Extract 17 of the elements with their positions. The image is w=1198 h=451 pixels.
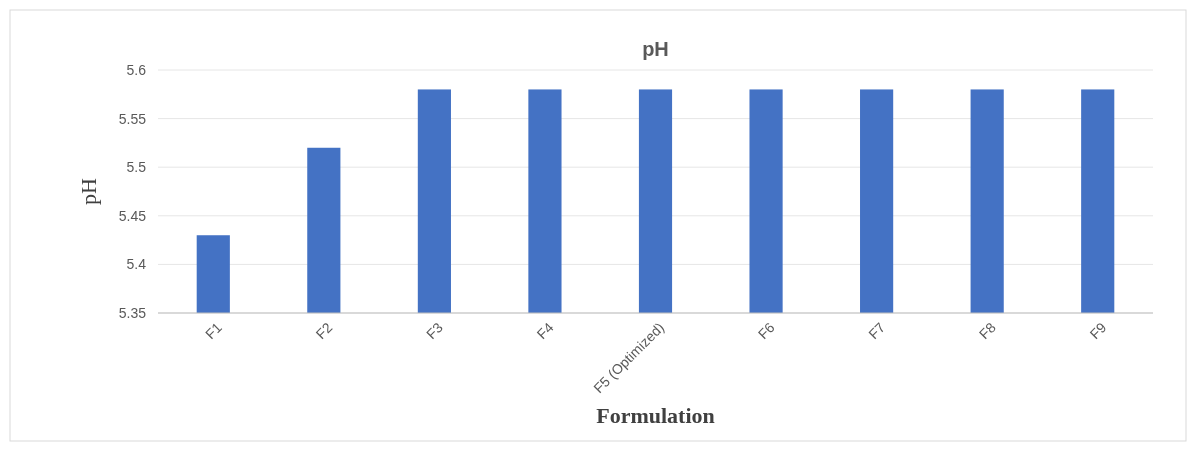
x-tick-label: F4 (533, 319, 557, 343)
x-tick-label: F2 (312, 319, 336, 343)
y-tick-label: 5.6 (126, 61, 147, 78)
x-axis-title: Formulation (596, 403, 715, 428)
x-tick-label: F1 (201, 319, 226, 343)
y-tick-label: 5.35 (118, 304, 147, 321)
chart-title: pH (642, 38, 669, 60)
x-tick-label: F7 (865, 319, 889, 343)
y-tick-label: 5.4 (126, 256, 147, 273)
x-tick-label: F3 (423, 319, 447, 343)
y-axis-title: pH (76, 177, 101, 205)
y-tick-label: 5.5 (126, 159, 147, 176)
x-tick-label: F9 (1086, 319, 1110, 343)
y-tick-label: 5.55 (118, 110, 147, 127)
x-tick-label: F6 (754, 319, 778, 343)
y-tick-label: 5.45 (118, 207, 147, 224)
x-tick-label: F8 (975, 319, 999, 343)
